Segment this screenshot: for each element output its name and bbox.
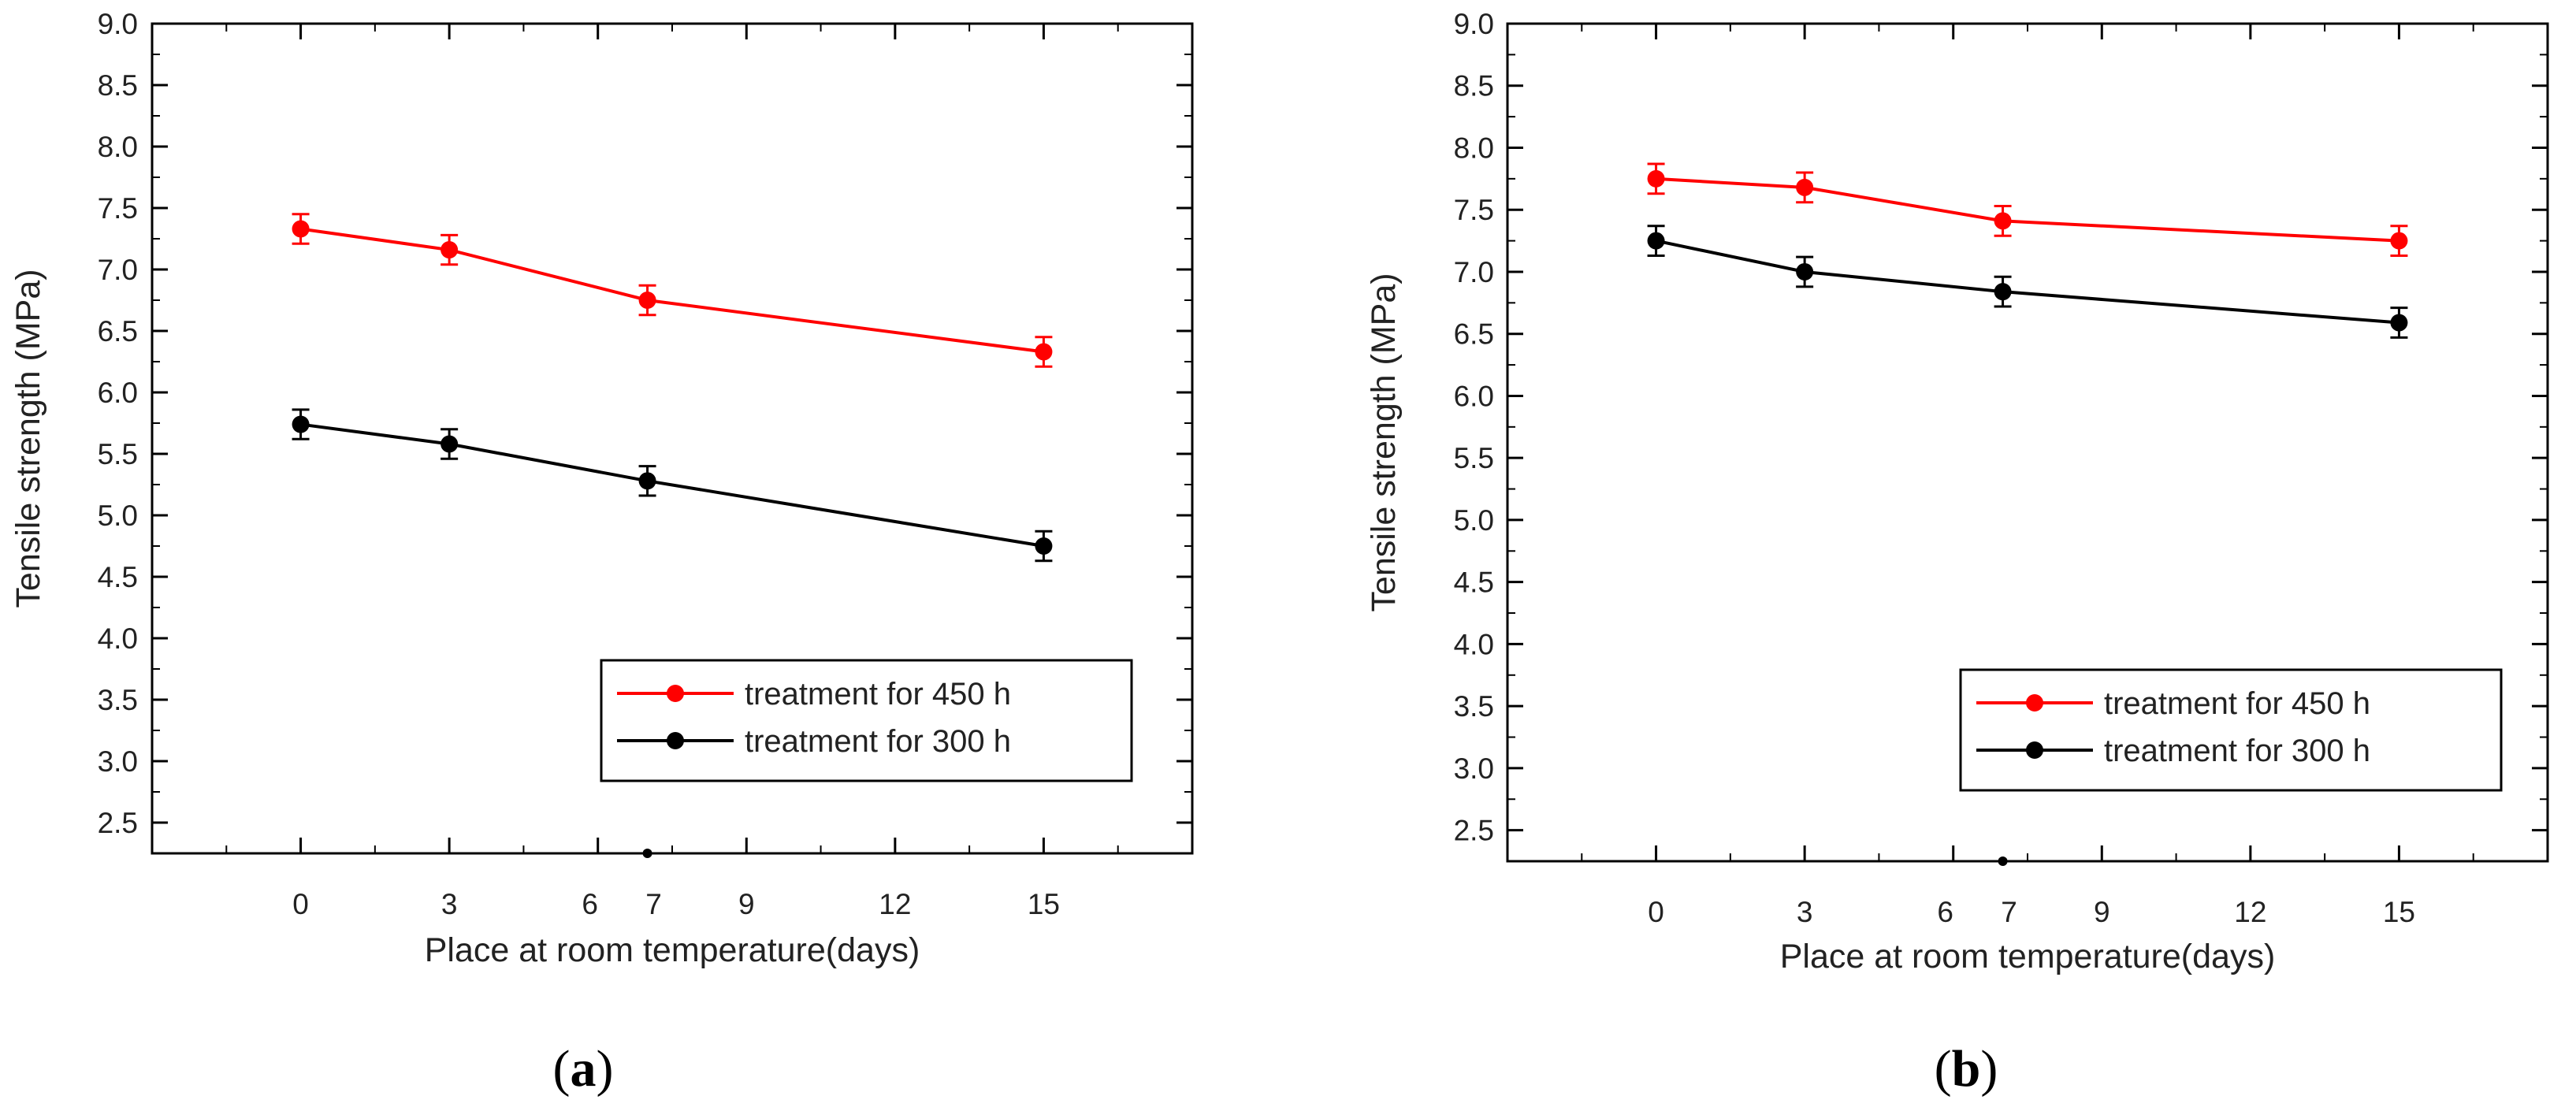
x-tick-label: 12 bbox=[2234, 896, 2266, 928]
legend-label: treatment for 450 h bbox=[745, 677, 1011, 712]
legend: treatment for 450 h treatment for 300 h bbox=[600, 659, 1133, 782]
data-point bbox=[638, 292, 656, 309]
y-tick-label: 7.5 bbox=[1454, 194, 1494, 226]
y-axis-label: Tensile strength (MPa) bbox=[9, 269, 47, 608]
y-tick-label: 4.5 bbox=[98, 561, 138, 593]
legend-label: treatment for 300 h bbox=[2104, 734, 2370, 768]
legend-marker bbox=[667, 685, 684, 702]
chart-panel-a: 2.5 3.0 3.5 4.0 4.5 5.0 5.5 6.0 6.5 7.0 7.5 8.0 8.5 9… bbox=[9, 8, 1194, 969]
y-tick-label: 5.0 bbox=[1454, 504, 1494, 537]
y-tick-label: 3.5 bbox=[1454, 690, 1494, 723]
series-line bbox=[1656, 239, 2399, 325]
x-tick-label: 0 bbox=[1648, 896, 1664, 928]
y-tick-label: 6.0 bbox=[98, 377, 138, 409]
series-line bbox=[1656, 176, 2399, 243]
series-450h bbox=[1647, 162, 2408, 257]
x-tick-label: 0 bbox=[292, 888, 309, 920]
data-point bbox=[1647, 232, 1665, 250]
legend-box bbox=[600, 659, 1133, 782]
y-tick-label: 8.5 bbox=[98, 69, 138, 102]
legend-marker bbox=[2026, 741, 2043, 759]
data-point bbox=[440, 241, 459, 259]
data-point bbox=[1035, 343, 1053, 361]
x-tick-label: 7 bbox=[645, 888, 662, 920]
y-tick-label: 4.0 bbox=[1454, 628, 1494, 660]
legend-label: treatment for 300 h bbox=[745, 724, 1011, 759]
data-point bbox=[1796, 178, 1814, 196]
legend: treatment for 450 h treatment for 300 h bbox=[1959, 668, 2503, 792]
data-point bbox=[1796, 262, 1814, 281]
stray-marker bbox=[1998, 856, 2008, 866]
x-tick-label: 7 bbox=[2001, 896, 2017, 928]
series-line bbox=[300, 422, 1044, 548]
data-point bbox=[440, 435, 459, 453]
x-axis-label: Place at room temperature(days) bbox=[1780, 938, 2276, 975]
y-tick-label: 6.5 bbox=[98, 315, 138, 347]
y-tick-label: 9.0 bbox=[98, 8, 138, 40]
x-tick-label: 15 bbox=[1028, 888, 1060, 920]
x-tick-label: 6 bbox=[582, 888, 598, 920]
x-tick-label: 3 bbox=[441, 888, 458, 920]
y-tick-label: 3.0 bbox=[98, 745, 138, 778]
y-tick-label: 7.5 bbox=[98, 192, 138, 225]
legend-marker bbox=[2026, 694, 2043, 712]
panel-label-a: (a) bbox=[553, 1040, 614, 1098]
panel-label-b: (b) bbox=[1935, 1040, 1998, 1098]
y-tick-label: 3.0 bbox=[1454, 752, 1494, 785]
series-line bbox=[300, 227, 1044, 354]
data-point bbox=[2390, 232, 2408, 250]
y-tick-label: 5.5 bbox=[1454, 442, 1494, 474]
y-tick-label: 3.5 bbox=[98, 684, 138, 716]
data-point bbox=[638, 472, 656, 490]
y-tick-label: 2.5 bbox=[98, 807, 138, 839]
y-tick-label: 6.5 bbox=[1454, 318, 1494, 351]
data-point bbox=[1994, 283, 2012, 301]
stray-marker bbox=[642, 849, 652, 858]
x-tick-label: 9 bbox=[2094, 896, 2110, 928]
y-tick-label: 9.0 bbox=[1454, 8, 1494, 40]
data-point bbox=[292, 415, 310, 433]
y-tick-label: 7.0 bbox=[1454, 256, 1494, 288]
y-axis-label: Tensile strength (MPa) bbox=[1365, 273, 1403, 611]
x-tick-label: 12 bbox=[879, 888, 911, 920]
legend-marker bbox=[667, 732, 684, 749]
y-tick-label: 4.5 bbox=[1454, 567, 1494, 599]
y-tick-label: 8.5 bbox=[1454, 70, 1494, 102]
data-point bbox=[1035, 537, 1053, 555]
y-tick-label: 8.0 bbox=[98, 131, 138, 163]
data-point bbox=[2390, 314, 2408, 332]
data-point bbox=[1994, 212, 2012, 230]
x-tick-label: 9 bbox=[738, 888, 755, 920]
y-tick-label: 8.0 bbox=[1454, 132, 1494, 164]
y-tick-label: 5.5 bbox=[98, 438, 138, 470]
x-tick-label: 15 bbox=[2383, 896, 2415, 928]
series-300h bbox=[1647, 225, 2408, 339]
data-point bbox=[292, 220, 310, 238]
data-point bbox=[1647, 169, 1665, 188]
legend-box bbox=[1959, 668, 2503, 792]
x-tick-label: 3 bbox=[1797, 896, 1813, 928]
series-450h bbox=[292, 213, 1053, 368]
y-tick-label: 5.0 bbox=[98, 500, 138, 532]
y-tick-label: 4.0 bbox=[98, 622, 138, 655]
legend-label: treatment for 450 h bbox=[2104, 686, 2370, 721]
chart-panel-b: 2.5 3.0 3.5 4.0 4.5 5.0 5.5 6.0 6.5 7.0 7.5 8.0 8.5 9… bbox=[1365, 8, 2549, 975]
series-300h bbox=[292, 408, 1053, 563]
y-tick-label: 2.5 bbox=[1454, 815, 1494, 847]
y-tick-label: 7.0 bbox=[98, 254, 138, 286]
x-tick-label: 6 bbox=[1937, 896, 1953, 928]
y-tick-label: 6.0 bbox=[1454, 380, 1494, 412]
x-axis-label: Place at room temperature(days) bbox=[425, 931, 920, 969]
